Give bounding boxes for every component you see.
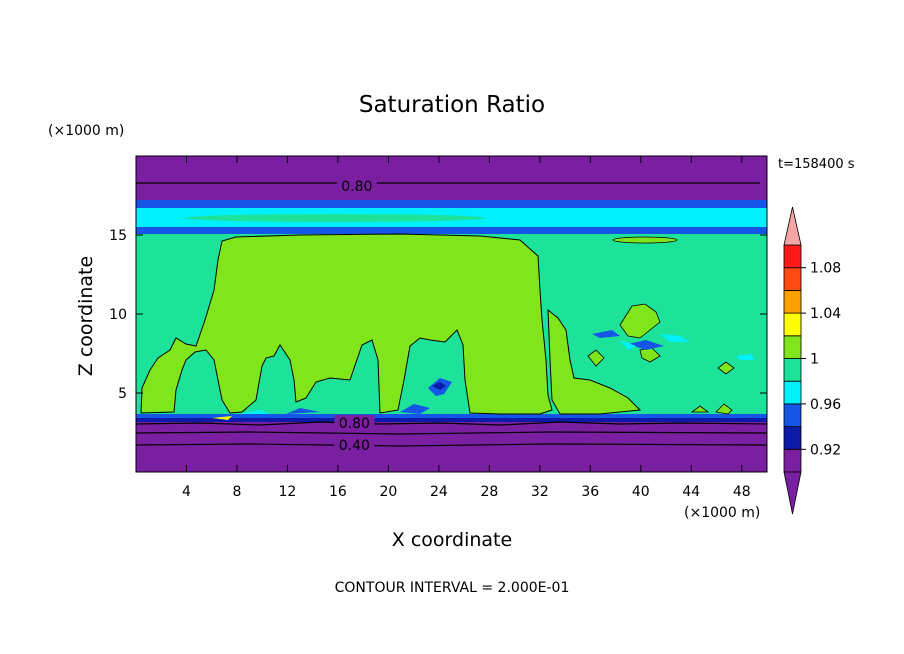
field-cloud-patch-6 [715,403,733,415]
colorbar-swatch [783,289,802,314]
colorbar-swatch [783,267,802,291]
contour-label: 0.40 [339,438,370,454]
contour-line-low-060 [135,431,768,435]
field-blue-streak-10 [286,408,320,414]
x-tick-label: 28 [480,484,498,500]
field-layer-blue-low [136,227,767,234]
colorbar-swatch [783,426,802,450]
colorbar-tick-label: 0.92 [810,442,841,458]
y-tick-label: 15 [109,228,127,244]
x-tick-label: 12 [279,484,297,500]
x-tick-label: 36 [581,484,599,500]
x-tick-label: 32 [531,484,549,500]
field-cloud-patch-5 [690,405,710,413]
field-green-streak-right [612,236,678,244]
y-tick-label: 10 [109,307,127,323]
x-tick-label: 24 [430,484,448,500]
colorbar-swatch [783,380,802,405]
contour-line-low-040 [135,443,768,447]
x-tick-label: 20 [379,484,397,500]
x-axis-ticks: 4 8 12 16 20 24 28 32 36 40 44 48 [182,156,751,500]
y-tick-label: 5 [118,386,127,402]
field-blue-streak-8 [400,404,430,414]
colorbar-tick-label: 1 [810,352,819,368]
field-layer-surface [136,421,767,472]
field-yellow-spot [212,416,232,420]
x-tick-label: 16 [329,484,347,500]
colorbar-swatch [783,358,802,382]
colorbar-swatch [783,403,802,427]
contour-labels: 0.80 0.80 0.40 [334,178,377,454]
colorbar: 0.92 0.96 1 1.04 1.08 [783,206,841,515]
field-blue-streak-1 [592,330,620,338]
x-tick-label: 40 [632,484,650,500]
x-tick-label: 44 [682,484,700,500]
field-blue-streak-6 [432,382,446,390]
contour-label-bg [334,437,375,453]
field-cloud-main [140,233,553,415]
field-cloud-patch-1 [619,303,661,339]
field-green-streak [185,214,485,222]
field-blue-streak-7 [736,354,754,360]
contour-label-bg [336,178,377,194]
contour-line-low-080 [135,421,768,426]
field-blue-streak-4 [660,334,690,342]
x-tick-label: 4 [182,484,191,500]
x-unit-label: (×1000 m) [684,505,760,521]
time-label: t=158400 s [778,157,855,172]
colorbar-swatch [783,244,802,269]
contour-label-bg [334,415,375,431]
y-axis-label: Z coordinate [75,256,97,376]
contour-label: 0.80 [341,179,372,195]
colorbar-swatch [783,312,802,337]
field-blue-streak-2 [628,340,664,350]
colorbar-tick-label: 0.96 [810,397,841,413]
x-axis-label: X coordinate [392,529,512,551]
field-cloud-right [547,308,642,415]
contour-label: 0.80 [339,416,370,432]
field-layer-surface-edge2 [136,414,767,418]
x-tick-label: 48 [733,484,751,500]
colorbar-swatch [783,448,802,473]
y-axis-ticks: 5 10 15 [109,228,767,402]
colorbar-tick-label: 1.08 [810,261,841,277]
field-cloud-patch-4 [717,361,735,375]
x-tick-label: 8 [232,484,241,500]
colorbar-tick-label: 1.04 [810,306,841,322]
field-cloud-patch-3 [587,349,605,367]
chart-title: Saturation Ratio [359,92,545,118]
y-unit-label: (×1000 m) [48,123,124,139]
field-blue-streak-3 [620,340,636,350]
colorbar-arrow-above [783,206,802,246]
field-layer-top [136,156,767,201]
colorbar-swatch [783,335,802,359]
colorbar-arrow-below [783,471,802,515]
field-layer-surface-edge [136,418,767,422]
plot-area [135,155,768,473]
contour-interval-note: CONTOUR INTERVAL = 2.000E-01 [335,580,570,596]
field-blue-streak-9 [240,410,270,414]
field-layer-top-blue [136,200,767,208]
